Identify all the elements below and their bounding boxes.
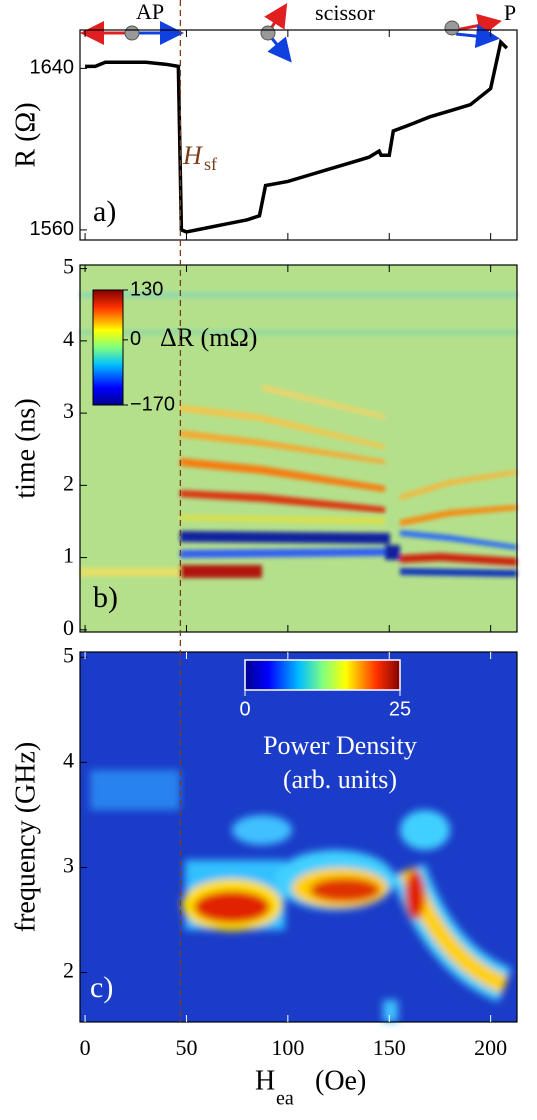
- hsf-label: H: [182, 141, 203, 170]
- panel-label: a): [93, 195, 116, 228]
- heatmap-b: [80, 265, 517, 632]
- y-tick-label: 1: [63, 543, 74, 568]
- colorbar-title: ΔR (mΩ): [160, 323, 257, 352]
- y-tick-label: 2: [63, 470, 74, 495]
- colorbar-tick-label: 0: [239, 698, 250, 720]
- y-tick-label: 5: [63, 254, 74, 279]
- colorbar-tick-label: −170: [130, 393, 175, 415]
- x-axis-label: H: [255, 1065, 275, 1096]
- plot-frame: [79, 651, 518, 1023]
- y-tick-label: 3: [63, 853, 74, 878]
- y-tick-label: 2: [63, 958, 74, 983]
- colorbar-tick-label: 130: [130, 278, 163, 300]
- y-axis-label: time (ns): [10, 398, 41, 498]
- panel-label: c): [90, 971, 113, 1004]
- y-tick-label: 4: [63, 747, 74, 772]
- x-axis-label-unit: (Oe): [315, 1065, 366, 1096]
- panel-label: b): [93, 581, 118, 614]
- y-tick-label: 4: [63, 326, 74, 351]
- y-axis-label: frequency (GHz): [10, 742, 41, 932]
- y-axis-label: R (Ω): [10, 102, 41, 167]
- y-tick-label: 0: [63, 615, 74, 640]
- x-tick-label: 150: [373, 1035, 406, 1060]
- colorbar-tick-label: 25: [389, 698, 411, 720]
- line-series: [85, 38, 509, 234]
- hsf-subscript: sf: [204, 154, 217, 174]
- y-tick-label: 3: [63, 398, 74, 423]
- heatmap-c: [80, 652, 517, 1022]
- x-axis-label-subscript: ea: [276, 1088, 294, 1110]
- y-tick-label: 1640: [30, 57, 75, 79]
- plot-frame: [79, 264, 518, 633]
- x-tick-label: 0: [80, 1035, 91, 1060]
- x-tick-label: 100: [271, 1035, 304, 1060]
- y-tick-label: 1560: [30, 218, 75, 240]
- x-tick-label: 200: [474, 1035, 507, 1060]
- state-label: AP: [136, 0, 164, 24]
- colorbar-title: (arb. units): [283, 765, 397, 794]
- plot-frame: [79, 29, 518, 241]
- x-tick-label: 50: [175, 1035, 197, 1060]
- state-label: P: [504, 0, 516, 25]
- colorbar-tick-label: 0: [130, 328, 141, 350]
- y-tick-label: 5: [63, 642, 74, 667]
- colorbar-title: Power Density: [263, 731, 417, 760]
- state-label: scissor: [315, 0, 376, 25]
